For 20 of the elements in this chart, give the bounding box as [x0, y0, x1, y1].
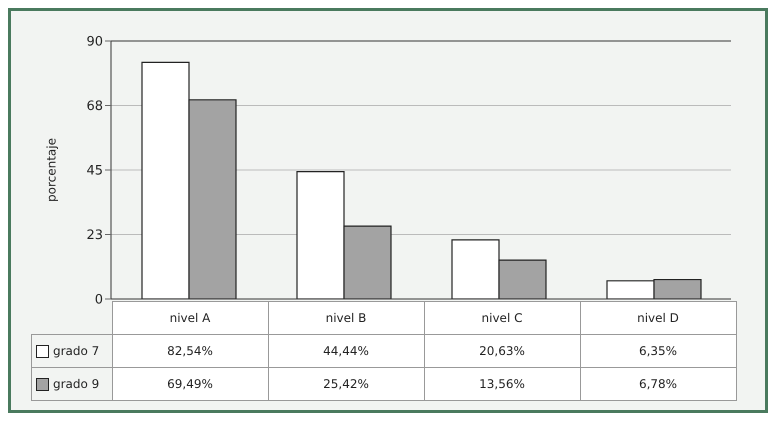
y-tick-label: 90 — [86, 34, 103, 50]
x-tick-label: nivel C — [424, 302, 580, 334]
data-label: 6,35% — [580, 334, 736, 368]
data-label: 69,49% — [112, 368, 268, 400]
legend-label: grado 7 — [32, 334, 112, 368]
y-axis-title: porcentaje — [44, 138, 58, 202]
x-tick-label: nivel B — [268, 302, 424, 334]
y-tick-label: 0 — [94, 292, 103, 308]
data-label: 20,63% — [424, 334, 580, 368]
y-tick-label: 45 — [86, 164, 103, 179]
x-tick-label: nivel A — [112, 302, 268, 334]
data-label: 6,78% — [580, 368, 736, 400]
data-label: 13,56% — [424, 368, 580, 400]
y-tick-label: 23 — [86, 228, 103, 244]
data-label: 82,54% — [112, 334, 268, 368]
data-label: 44,44% — [268, 334, 424, 368]
data-label: 25,42% — [268, 368, 424, 400]
legend-label: grado 9 — [32, 368, 112, 400]
y-tick-label: 68 — [86, 99, 103, 114]
x-tick-label: nivel D — [580, 302, 736, 334]
